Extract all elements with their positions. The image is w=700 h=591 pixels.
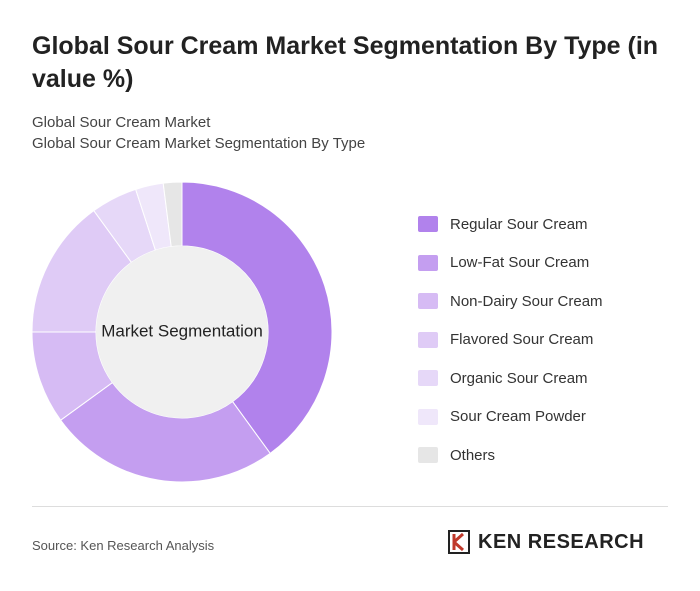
legend-item: Flavored Sour Cream: [418, 321, 603, 360]
legend-label: Sour Cream Powder: [450, 408, 586, 426]
legend-swatch: [418, 447, 438, 464]
donut-hole: [96, 246, 268, 418]
legend-label: Flavored Sour Cream: [450, 331, 594, 349]
logo-icon: [448, 530, 470, 554]
legend-swatch: [418, 216, 438, 233]
legend-swatch: [418, 331, 438, 348]
brand-name: KEN RESEARCH: [478, 530, 645, 553]
legend-swatch: [418, 293, 438, 310]
legend-swatch: [418, 254, 438, 271]
legend-swatch: [418, 370, 438, 387]
legend-swatch: [418, 408, 438, 425]
legend-item: Regular Sour Cream: [418, 205, 603, 244]
source: Source: Ken Research Analysis: [32, 538, 215, 553]
legend: Regular Sour Cream Low-Fat Sour Cream Non-…: [418, 205, 603, 475]
legend-item: Organic Sour Cream: [418, 359, 603, 398]
subtitle: Global Sour Cream Market: [32, 114, 211, 131]
legend-item: Others: [418, 436, 603, 475]
subtitle: Global Sour Cream Market Segmentation By…: [32, 135, 366, 152]
center-label: Market Segmentation: [101, 321, 263, 340]
divider: [32, 506, 668, 507]
legend-label: Organic Sour Cream: [450, 369, 588, 387]
legend-label: Regular Sour Cream: [450, 215, 588, 233]
legend-item: Sour Cream Powder: [418, 398, 603, 437]
brand-logo: KEN RESEARCH: [448, 530, 644, 554]
legend-item: Low-Fat Sour Cream: [418, 244, 603, 283]
legend-item: Non-Dairy Sour Cream: [418, 282, 603, 321]
legend-label: Non-Dairy Sour Cream: [450, 292, 603, 310]
legend-label: Low-Fat Sour Cream: [450, 254, 590, 272]
donut-chart: Market Segmentation: [31, 181, 333, 483]
legend-label: Others: [450, 446, 496, 464]
donut-segment: [59, 381, 271, 483]
title: Global Sour Cream Market Segmentation By…: [32, 32, 659, 93]
